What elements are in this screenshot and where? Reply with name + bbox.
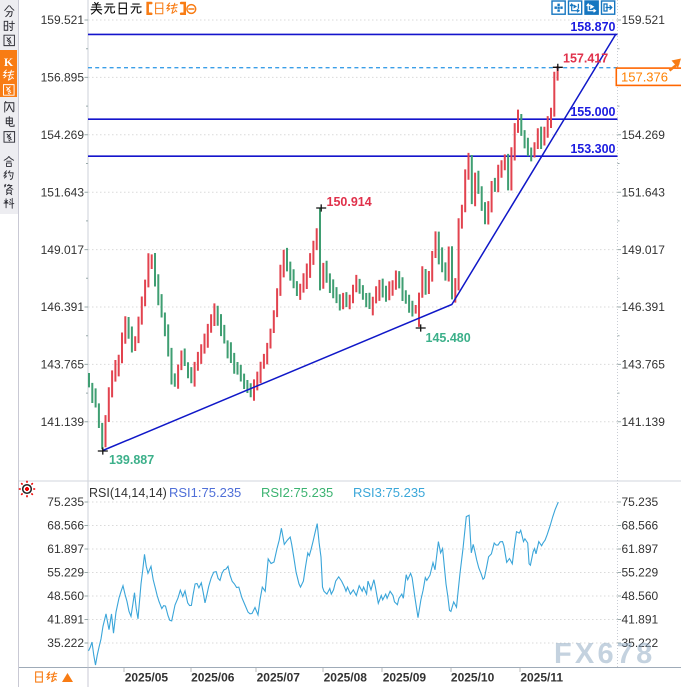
svg-text:2025/10: 2025/10 <box>451 671 495 685</box>
svg-text:155.000: 155.000 <box>570 105 615 119</box>
svg-text:149.017: 149.017 <box>622 243 666 257</box>
svg-text:RSI3:75.235: RSI3:75.235 <box>353 485 425 500</box>
svg-text:159.521: 159.521 <box>41 13 85 27</box>
svg-text:61.897: 61.897 <box>622 542 659 556</box>
svg-text:75.235: 75.235 <box>47 495 84 509</box>
svg-text:2025/08: 2025/08 <box>324 671 368 685</box>
svg-text:K: K <box>4 55 14 69</box>
svg-text:146.391: 146.391 <box>41 300 85 314</box>
svg-text:154.269: 154.269 <box>622 128 666 142</box>
svg-text:150.914: 150.914 <box>327 195 372 209</box>
svg-text:141.139: 141.139 <box>622 415 666 429</box>
svg-text:68.566: 68.566 <box>622 519 659 533</box>
svg-text:151.643: 151.643 <box>622 185 666 199</box>
svg-text:55.229: 55.229 <box>47 566 84 580</box>
svg-text:154.269: 154.269 <box>41 128 85 142</box>
svg-text:145.480: 145.480 <box>426 331 471 345</box>
svg-text:139.887: 139.887 <box>109 453 154 467</box>
svg-text:48.560: 48.560 <box>47 589 84 603</box>
svg-text:2025/07: 2025/07 <box>257 671 301 685</box>
svg-text:2025/11: 2025/11 <box>520 671 563 685</box>
svg-text:153.300: 153.300 <box>570 142 615 156</box>
svg-text:156.895: 156.895 <box>41 71 85 85</box>
svg-text:RSI(14,14,14): RSI(14,14,14) <box>89 486 167 500</box>
svg-text:159.521: 159.521 <box>622 13 666 27</box>
svg-text:146.391: 146.391 <box>622 300 666 314</box>
svg-text:61.897: 61.897 <box>47 542 84 556</box>
svg-text:41.891: 41.891 <box>47 613 84 627</box>
svg-text:68.566: 68.566 <box>47 519 84 533</box>
svg-text:157.417: 157.417 <box>563 52 608 66</box>
svg-text:FX678: FX678 <box>554 638 655 670</box>
svg-text:2025/09: 2025/09 <box>383 671 427 685</box>
svg-text:143.765: 143.765 <box>41 358 85 372</box>
svg-text:143.765: 143.765 <box>622 358 666 372</box>
svg-text:75.235: 75.235 <box>622 495 659 509</box>
svg-text:151.643: 151.643 <box>41 185 85 199</box>
svg-text:41.891: 41.891 <box>622 613 659 627</box>
svg-text:RSI1:75.235: RSI1:75.235 <box>169 485 241 500</box>
svg-text:RSI2:75.235: RSI2:75.235 <box>261 485 333 500</box>
svg-text:2025/06: 2025/06 <box>191 671 235 685</box>
svg-text:141.139: 141.139 <box>41 415 85 429</box>
svg-text:55.229: 55.229 <box>622 566 659 580</box>
svg-text:35.222: 35.222 <box>622 636 659 650</box>
svg-text:2025/05: 2025/05 <box>125 671 169 685</box>
svg-text:157.376: 157.376 <box>621 70 668 85</box>
svg-text:48.560: 48.560 <box>622 589 659 603</box>
svg-text:149.017: 149.017 <box>41 243 85 257</box>
svg-text:35.222: 35.222 <box>47 636 84 650</box>
svg-text:158.870: 158.870 <box>570 20 615 34</box>
